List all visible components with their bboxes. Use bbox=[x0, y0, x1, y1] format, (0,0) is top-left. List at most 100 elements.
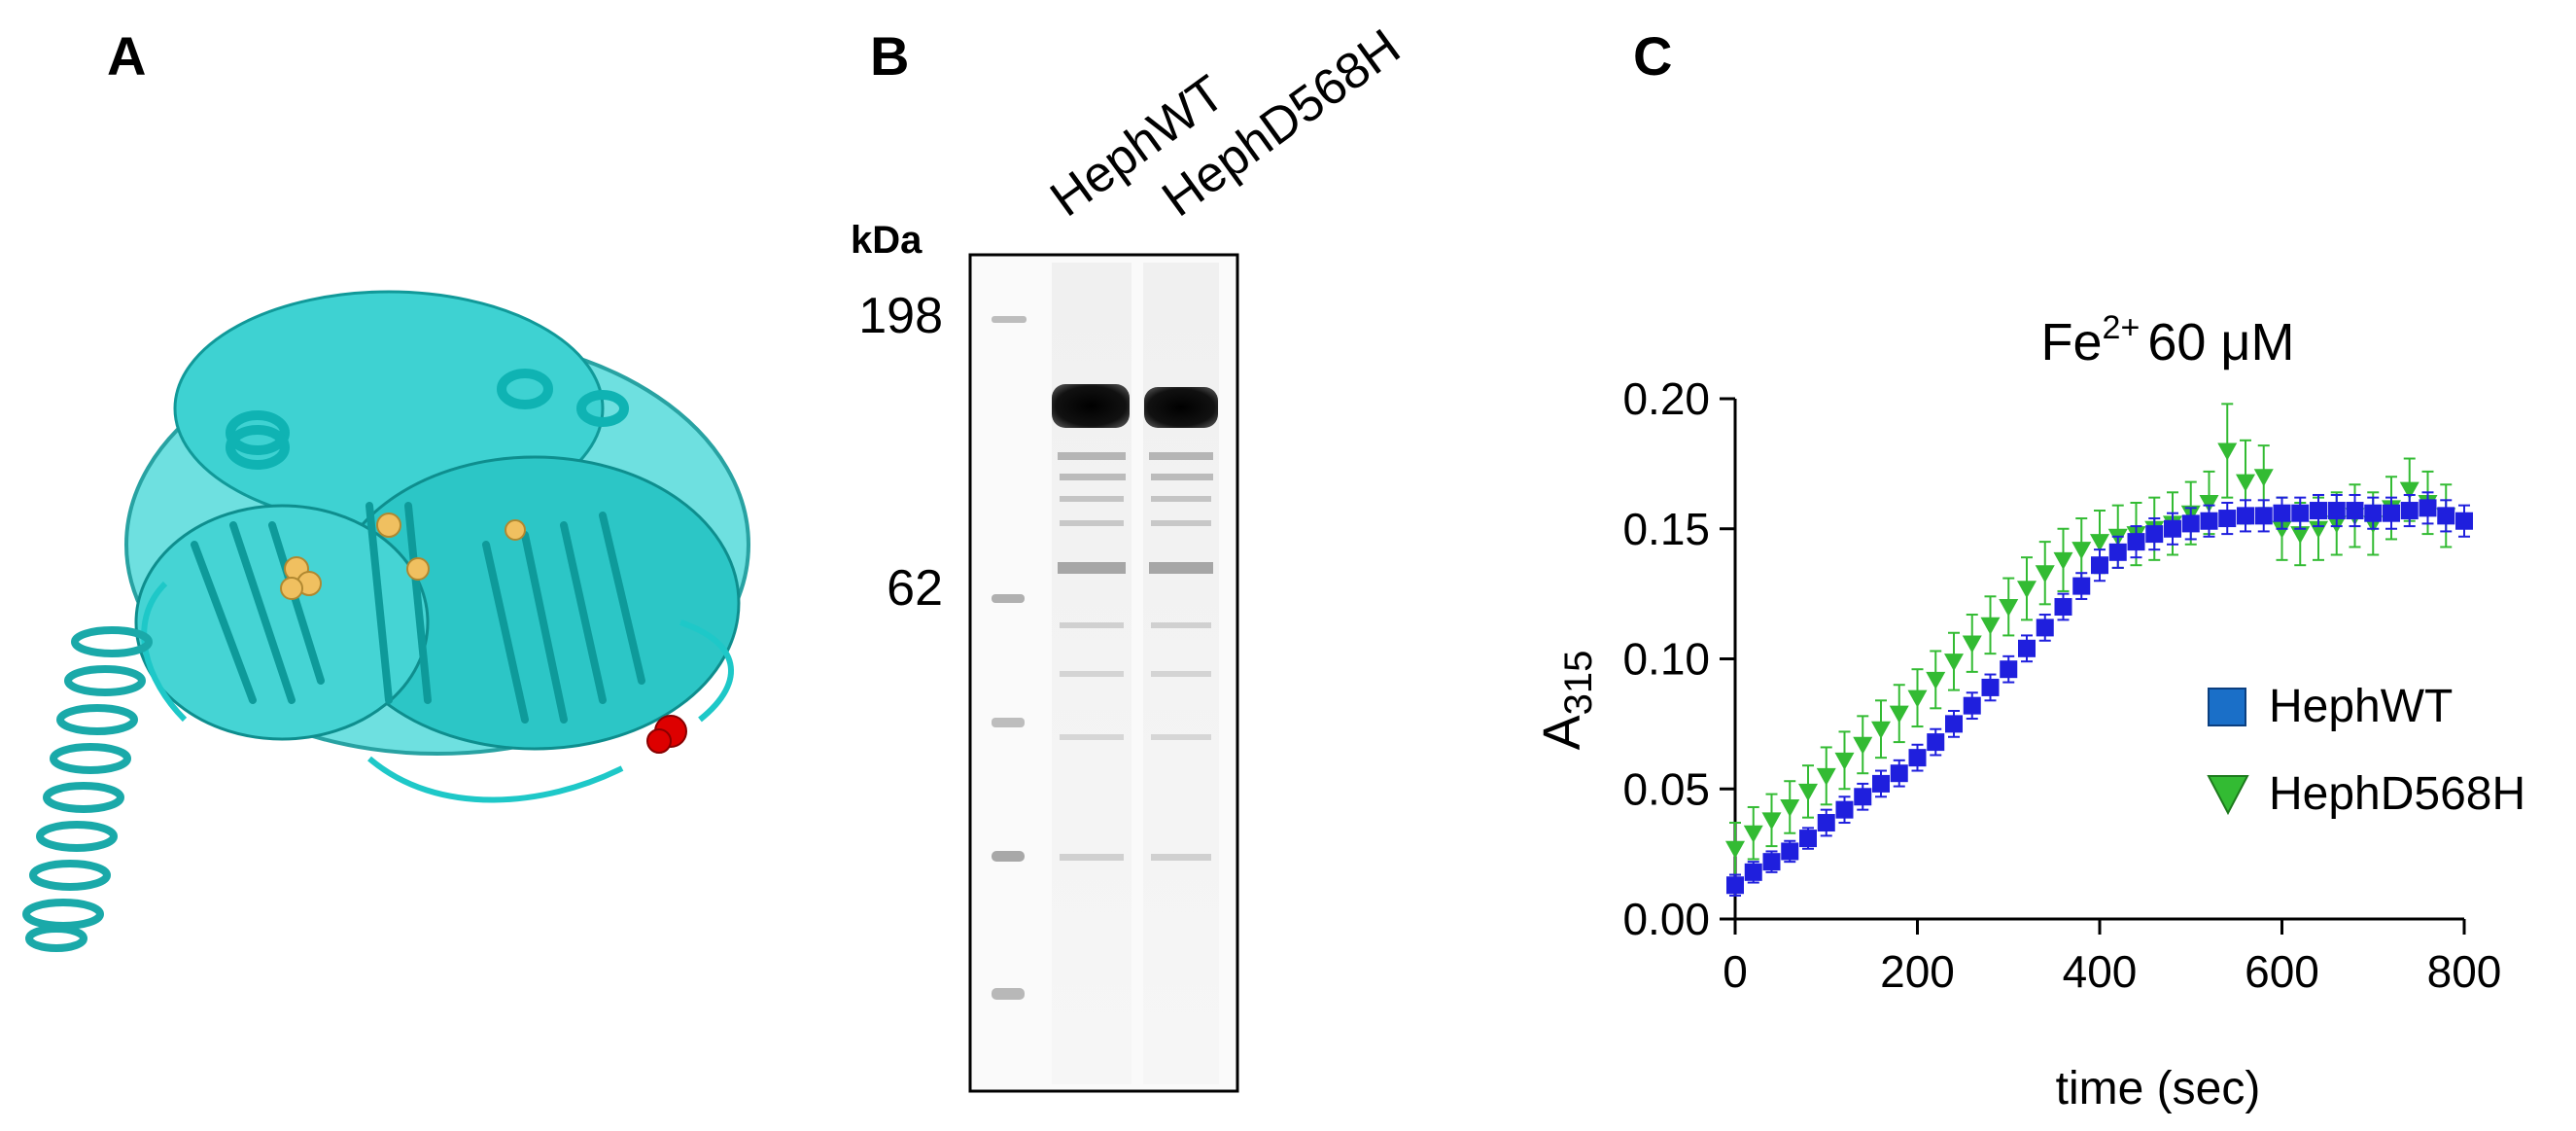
data-point bbox=[1743, 825, 1763, 843]
legend-label: HephWT bbox=[2269, 681, 2453, 732]
data-point bbox=[2072, 577, 2091, 595]
data-point bbox=[1762, 853, 1781, 871]
data-point bbox=[1798, 783, 1818, 801]
data-point bbox=[2254, 507, 2273, 525]
gel-unit-label: kDa bbox=[851, 219, 922, 262]
y-tick-label: 0.10 bbox=[1622, 634, 1710, 685]
data-point bbox=[2237, 507, 2254, 525]
data-point bbox=[1816, 767, 1836, 786]
data-point bbox=[2273, 504, 2291, 522]
y-axis-label: A315 bbox=[1533, 651, 1600, 751]
data-point bbox=[1907, 689, 1928, 708]
data-point bbox=[2091, 556, 2108, 575]
y-tick-label: 0.15 bbox=[1622, 504, 1710, 554]
y-axis-label-main: A bbox=[1533, 715, 1591, 750]
data-point bbox=[2181, 514, 2200, 533]
data-point bbox=[2327, 502, 2346, 520]
series-HephD568H bbox=[1725, 403, 2456, 876]
chart-title-superscript: 2+ bbox=[2103, 309, 2141, 346]
data-point bbox=[2090, 534, 2109, 552]
data-point bbox=[2419, 499, 2437, 517]
x-tick-label: 200 bbox=[1880, 946, 1955, 997]
data-point bbox=[2399, 481, 2419, 500]
legend-item: HephWT bbox=[2208, 681, 2453, 732]
marker-label-198: 198 bbox=[858, 288, 943, 344]
data-point bbox=[1999, 599, 2019, 617]
data-point bbox=[2199, 495, 2219, 512]
data-point bbox=[1871, 721, 1891, 739]
panel-c-label: C bbox=[1633, 25, 1673, 87]
chart-legend: HephWT HephD568H bbox=[2207, 681, 2525, 820]
x-tick-label: 400 bbox=[2063, 946, 2138, 997]
data-point bbox=[2218, 510, 2237, 528]
data-point bbox=[2364, 504, 2383, 522]
data-point bbox=[1927, 733, 1945, 752]
data-point bbox=[2000, 660, 2018, 679]
data-point bbox=[1926, 671, 1946, 689]
data-point bbox=[1726, 876, 1744, 895]
data-point bbox=[1890, 764, 1908, 783]
y-axis-label-subscript: 315 bbox=[1557, 651, 1600, 716]
y-tick-label: 0.05 bbox=[1622, 763, 1710, 814]
chart-title-rest: 60 μM bbox=[2147, 313, 2294, 371]
data-point bbox=[2200, 512, 2218, 530]
data-point bbox=[1962, 635, 1982, 654]
data-point bbox=[1872, 774, 1890, 793]
marker-label-62: 62 bbox=[887, 560, 943, 617]
data-point bbox=[2036, 619, 2054, 637]
data-point bbox=[1799, 830, 1817, 848]
data-point bbox=[2145, 525, 2164, 544]
data-point bbox=[1835, 800, 1854, 819]
data-point bbox=[2310, 502, 2327, 520]
data-point bbox=[1963, 696, 1981, 715]
data-point bbox=[2217, 442, 2238, 461]
data-point bbox=[2071, 542, 2092, 560]
data-point bbox=[2437, 507, 2455, 525]
data-point bbox=[1889, 705, 1909, 724]
data-point bbox=[1780, 798, 1800, 817]
chart-title: Fe2+ 60 μM bbox=[2041, 309, 2295, 371]
legend-item: HephD568H bbox=[2207, 768, 2525, 820]
data-point bbox=[1853, 736, 1873, 755]
panel-b-label: B bbox=[870, 25, 910, 87]
panel-a-label: A bbox=[107, 25, 147, 87]
data-point bbox=[1944, 654, 1964, 672]
data-point bbox=[1945, 715, 1963, 733]
x-axis-label: time (sec) bbox=[2056, 1063, 2261, 1114]
data-point bbox=[2236, 474, 2255, 492]
series-HephWT bbox=[1726, 491, 2473, 897]
data-point bbox=[2018, 639, 2036, 657]
data-point bbox=[1761, 812, 1782, 831]
chart-title-base: Fe bbox=[2041, 313, 2103, 371]
y-tick-label: 0.20 bbox=[1622, 373, 1710, 424]
y-tick-label: 0.00 bbox=[1622, 894, 1710, 944]
data-point bbox=[2346, 502, 2364, 520]
data-point bbox=[2455, 512, 2473, 530]
data-point bbox=[1854, 788, 1872, 806]
data-point bbox=[1781, 842, 1799, 861]
data-point bbox=[1725, 840, 1745, 859]
data-point bbox=[2054, 598, 2072, 616]
x-tick-label: 0 bbox=[1723, 946, 1748, 997]
data-point bbox=[1834, 752, 1855, 770]
x-tick-label: 600 bbox=[2245, 946, 2319, 997]
data-point bbox=[2108, 543, 2127, 561]
data-point bbox=[2053, 551, 2073, 570]
data-point bbox=[2253, 469, 2274, 487]
legend-label: HephD568H bbox=[2269, 768, 2525, 820]
legend-marker-square bbox=[2208, 688, 2246, 726]
data-point bbox=[2017, 581, 2036, 599]
data-point bbox=[2383, 504, 2400, 522]
data-point bbox=[2035, 565, 2055, 583]
x-tick-label: 800 bbox=[2427, 946, 2502, 997]
data-point bbox=[2291, 504, 2310, 522]
data-point bbox=[2164, 519, 2181, 538]
data-point bbox=[1817, 814, 1835, 832]
data-point bbox=[2400, 502, 2419, 520]
data-point bbox=[2290, 526, 2311, 545]
data-point bbox=[1980, 617, 2001, 635]
data-point bbox=[1981, 678, 2000, 696]
legend-marker-triangle bbox=[2207, 775, 2249, 816]
data-point bbox=[1908, 749, 1927, 767]
